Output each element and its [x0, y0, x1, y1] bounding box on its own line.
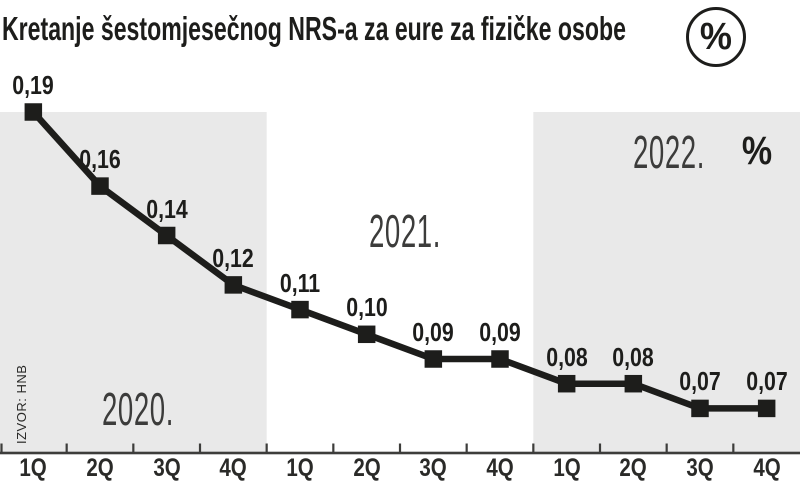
- x-axis-tick: [665, 443, 668, 453]
- data-point-marker: [91, 177, 109, 195]
- data-point-marker: [424, 350, 443, 368]
- x-axis-tick: [332, 443, 335, 453]
- chart-title: Kretanje šestomjesečnog NRS-a za eure za…: [2, 10, 626, 47]
- x-axis-tick: [598, 443, 602, 453]
- data-point-marker: [291, 300, 309, 319]
- x-axis-tick: [398, 443, 402, 453]
- x-axis-tick: [265, 443, 268, 453]
- data-point-marker: [357, 325, 376, 344]
- data-point-marker: [24, 103, 43, 121]
- x-axis-tick: [465, 443, 468, 453]
- data-point-marker: [557, 374, 576, 393]
- source-label: IZVOR: HNB: [14, 364, 29, 444]
- data-point-marker: [757, 399, 776, 418]
- trend-line: [30, 109, 767, 412]
- data-point-marker: [691, 399, 709, 418]
- x-axis-tick: [198, 443, 202, 453]
- year-band: [0, 112, 267, 453]
- x-axis-tick: [132, 443, 135, 453]
- x-axis-tick: [532, 443, 535, 453]
- data-point-marker: [491, 350, 509, 368]
- x-axis-tick: [65, 443, 68, 453]
- data-point-marker: [157, 226, 176, 245]
- x-axis-tick: [732, 443, 735, 453]
- data-point-marker: [224, 276, 243, 294]
- percent-circle-icon: %: [686, 7, 746, 67]
- percent-symbol: %: [699, 15, 733, 58]
- x-axis-tick: [0, 443, 3, 453]
- data-point-marker: [624, 374, 643, 393]
